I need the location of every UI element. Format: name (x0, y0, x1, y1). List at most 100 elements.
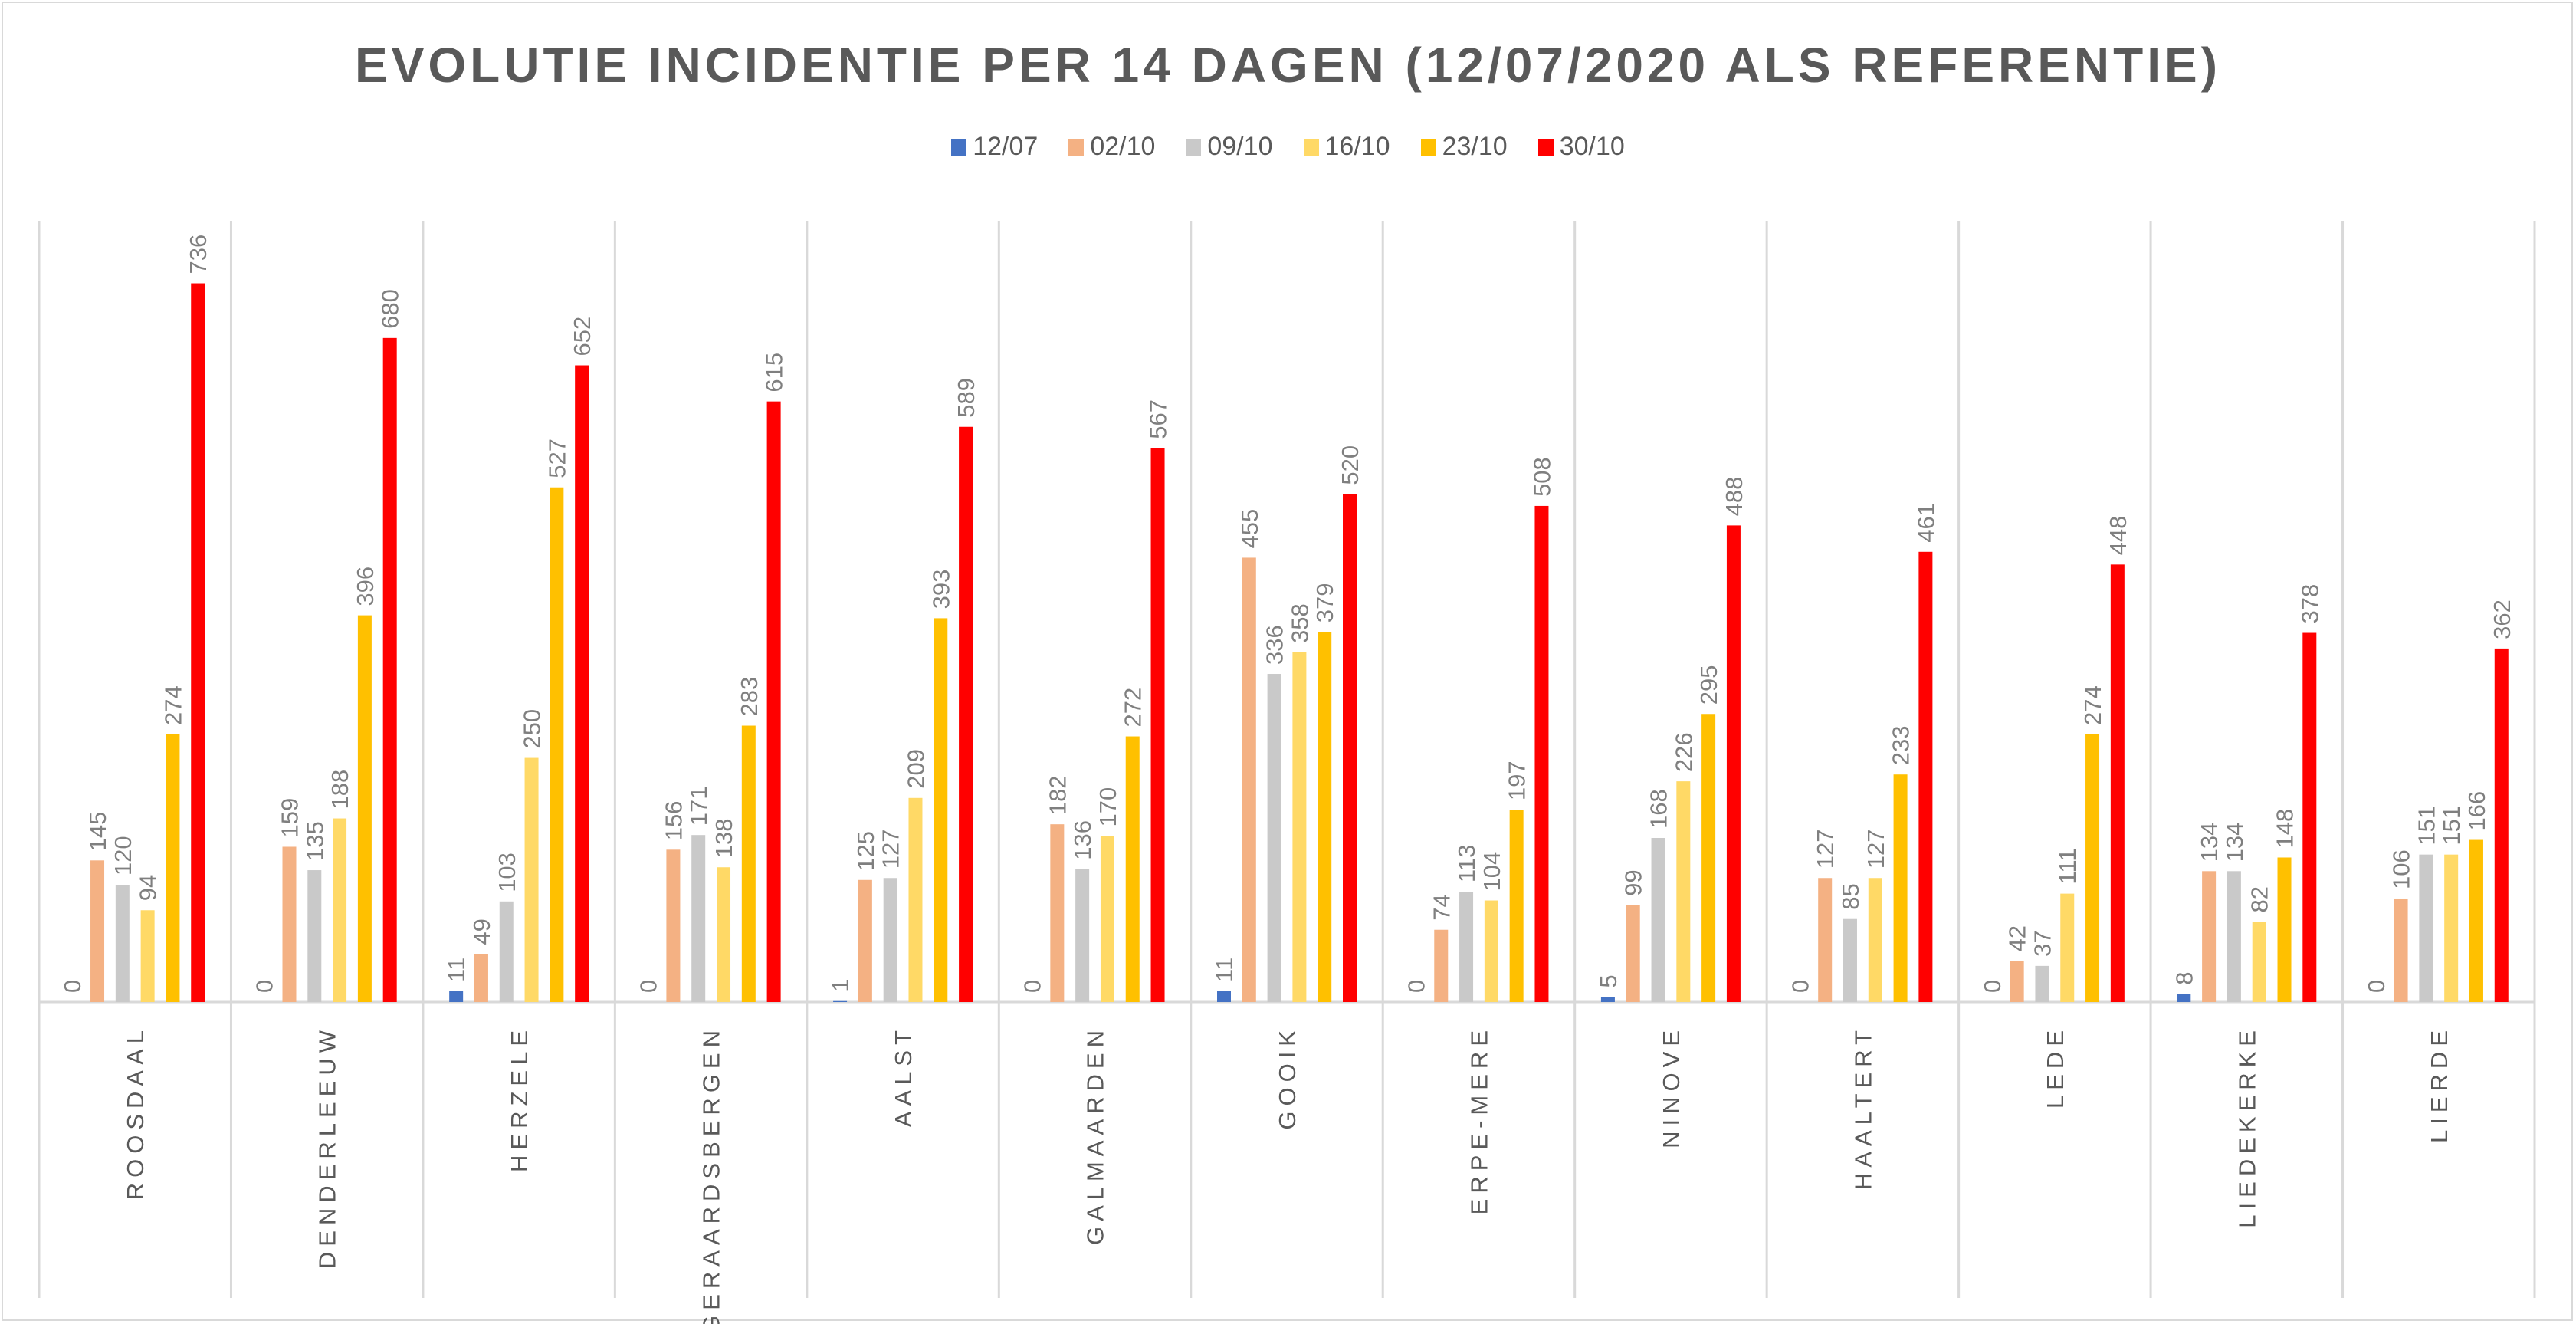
legend-label: 23/10 (1442, 132, 1508, 161)
bar (1150, 448, 1165, 1002)
data-label: 99 (1620, 869, 1647, 895)
bar (90, 860, 105, 1002)
data-label: 226 (1670, 732, 1697, 772)
data-label: 589 (953, 378, 980, 418)
data-label: 134 (2196, 823, 2223, 862)
data-label: 145 (84, 812, 111, 852)
bar (2227, 871, 2241, 1002)
category-label: LEDE (2042, 1025, 2069, 1109)
bar (717, 867, 731, 1002)
data-label: 295 (1695, 665, 1722, 705)
bar (307, 870, 322, 1002)
data-label: 274 (159, 685, 186, 725)
legend-label: 16/10 (1324, 132, 1390, 161)
category-label: ROOSDAAL (122, 1025, 149, 1200)
data-label: 49 (468, 918, 495, 945)
legend-label: 02/10 (1090, 132, 1156, 161)
data-label: 736 (185, 235, 212, 274)
bar (1676, 781, 1691, 1002)
data-label: 0 (2363, 980, 2390, 993)
bar (115, 885, 130, 1002)
bar (1292, 652, 1307, 1002)
data-label: 37 (2029, 930, 2056, 956)
data-label: 168 (1646, 789, 1672, 829)
bar (575, 365, 589, 1002)
data-label: 455 (1236, 509, 1263, 549)
bar (858, 879, 872, 1002)
data-label: 104 (1478, 852, 1505, 892)
data-label: 336 (1262, 625, 1288, 665)
legend-label: 09/10 (1207, 132, 1273, 161)
bar (2202, 871, 2217, 1002)
data-label: 111 (2054, 848, 2081, 884)
data-label: 0 (251, 980, 278, 993)
bar (959, 426, 973, 1002)
bar (333, 818, 347, 1002)
bar (499, 901, 514, 1002)
bar (524, 757, 539, 1002)
data-label: 680 (377, 289, 404, 329)
category-label: DENDERLEEUW (314, 1025, 341, 1269)
data-label: 8 (2171, 972, 2197, 985)
data-label: 134 (2221, 823, 2248, 862)
data-label: 272 (1120, 688, 1147, 728)
bar (1509, 810, 1524, 1002)
bar (1868, 878, 1882, 1002)
bar (766, 401, 781, 1002)
bar (2469, 839, 2483, 1002)
data-label: 159 (276, 798, 303, 838)
data-label: 170 (1094, 787, 1121, 827)
bar (282, 846, 297, 1002)
bar (2035, 965, 2049, 1002)
data-label: 527 (543, 439, 570, 478)
legend-swatch (1420, 138, 1436, 156)
legend-label: 12/07 (973, 132, 1039, 161)
bar (2110, 564, 2125, 1002)
bar (2394, 898, 2408, 1002)
data-label: 508 (1528, 457, 1555, 497)
data-label: 11 (1211, 958, 1238, 982)
data-label: 488 (1721, 477, 1747, 517)
data-label: 42 (2004, 925, 2031, 951)
bar (382, 337, 397, 1003)
bar (1818, 878, 1833, 1002)
data-label: 362 (2489, 600, 2515, 639)
bar (2444, 854, 2459, 1002)
bar (2252, 922, 2266, 1002)
category-label: ERPE-MERE (1465, 1025, 1492, 1214)
data-label: 171 (685, 786, 712, 826)
legend-item: 30/10 (1537, 132, 1625, 162)
legend-item: 02/10 (1068, 132, 1155, 162)
category-label: LIERDE (2426, 1025, 2453, 1143)
bar (2419, 854, 2433, 1002)
bar (883, 878, 897, 1002)
data-label: 5 (1595, 974, 1622, 987)
data-label: 0 (1403, 980, 1429, 993)
data-label: 283 (736, 677, 763, 717)
data-label: 520 (1337, 445, 1363, 485)
data-label: 148 (2272, 809, 2299, 849)
bar (1651, 838, 1665, 1002)
data-label: 379 (1311, 583, 1338, 623)
bar (1343, 494, 1357, 1002)
chart-title: EVOLUTIE INCIDENTIE PER 14 DAGEN (12/07/… (354, 38, 2222, 93)
bar (2177, 994, 2191, 1002)
category-label: GALMAARDEN (1082, 1025, 1109, 1245)
bar (1100, 836, 1114, 1002)
data-label: 396 (352, 567, 379, 606)
bar (2060, 893, 2075, 1002)
data-label: 233 (1888, 725, 1915, 765)
legend-swatch (951, 138, 967, 156)
category-label: HAALTERT (1849, 1025, 1876, 1190)
data-label: 0 (59, 980, 86, 993)
bar (1626, 905, 1640, 1002)
bar (550, 487, 564, 1002)
data-label: 358 (1286, 603, 1313, 643)
data-label: 82 (2246, 886, 2273, 912)
bar (1075, 869, 1090, 1002)
bar (1267, 674, 1281, 1002)
bar (191, 283, 205, 1002)
bar (691, 835, 706, 1002)
data-label: 138 (710, 818, 737, 858)
